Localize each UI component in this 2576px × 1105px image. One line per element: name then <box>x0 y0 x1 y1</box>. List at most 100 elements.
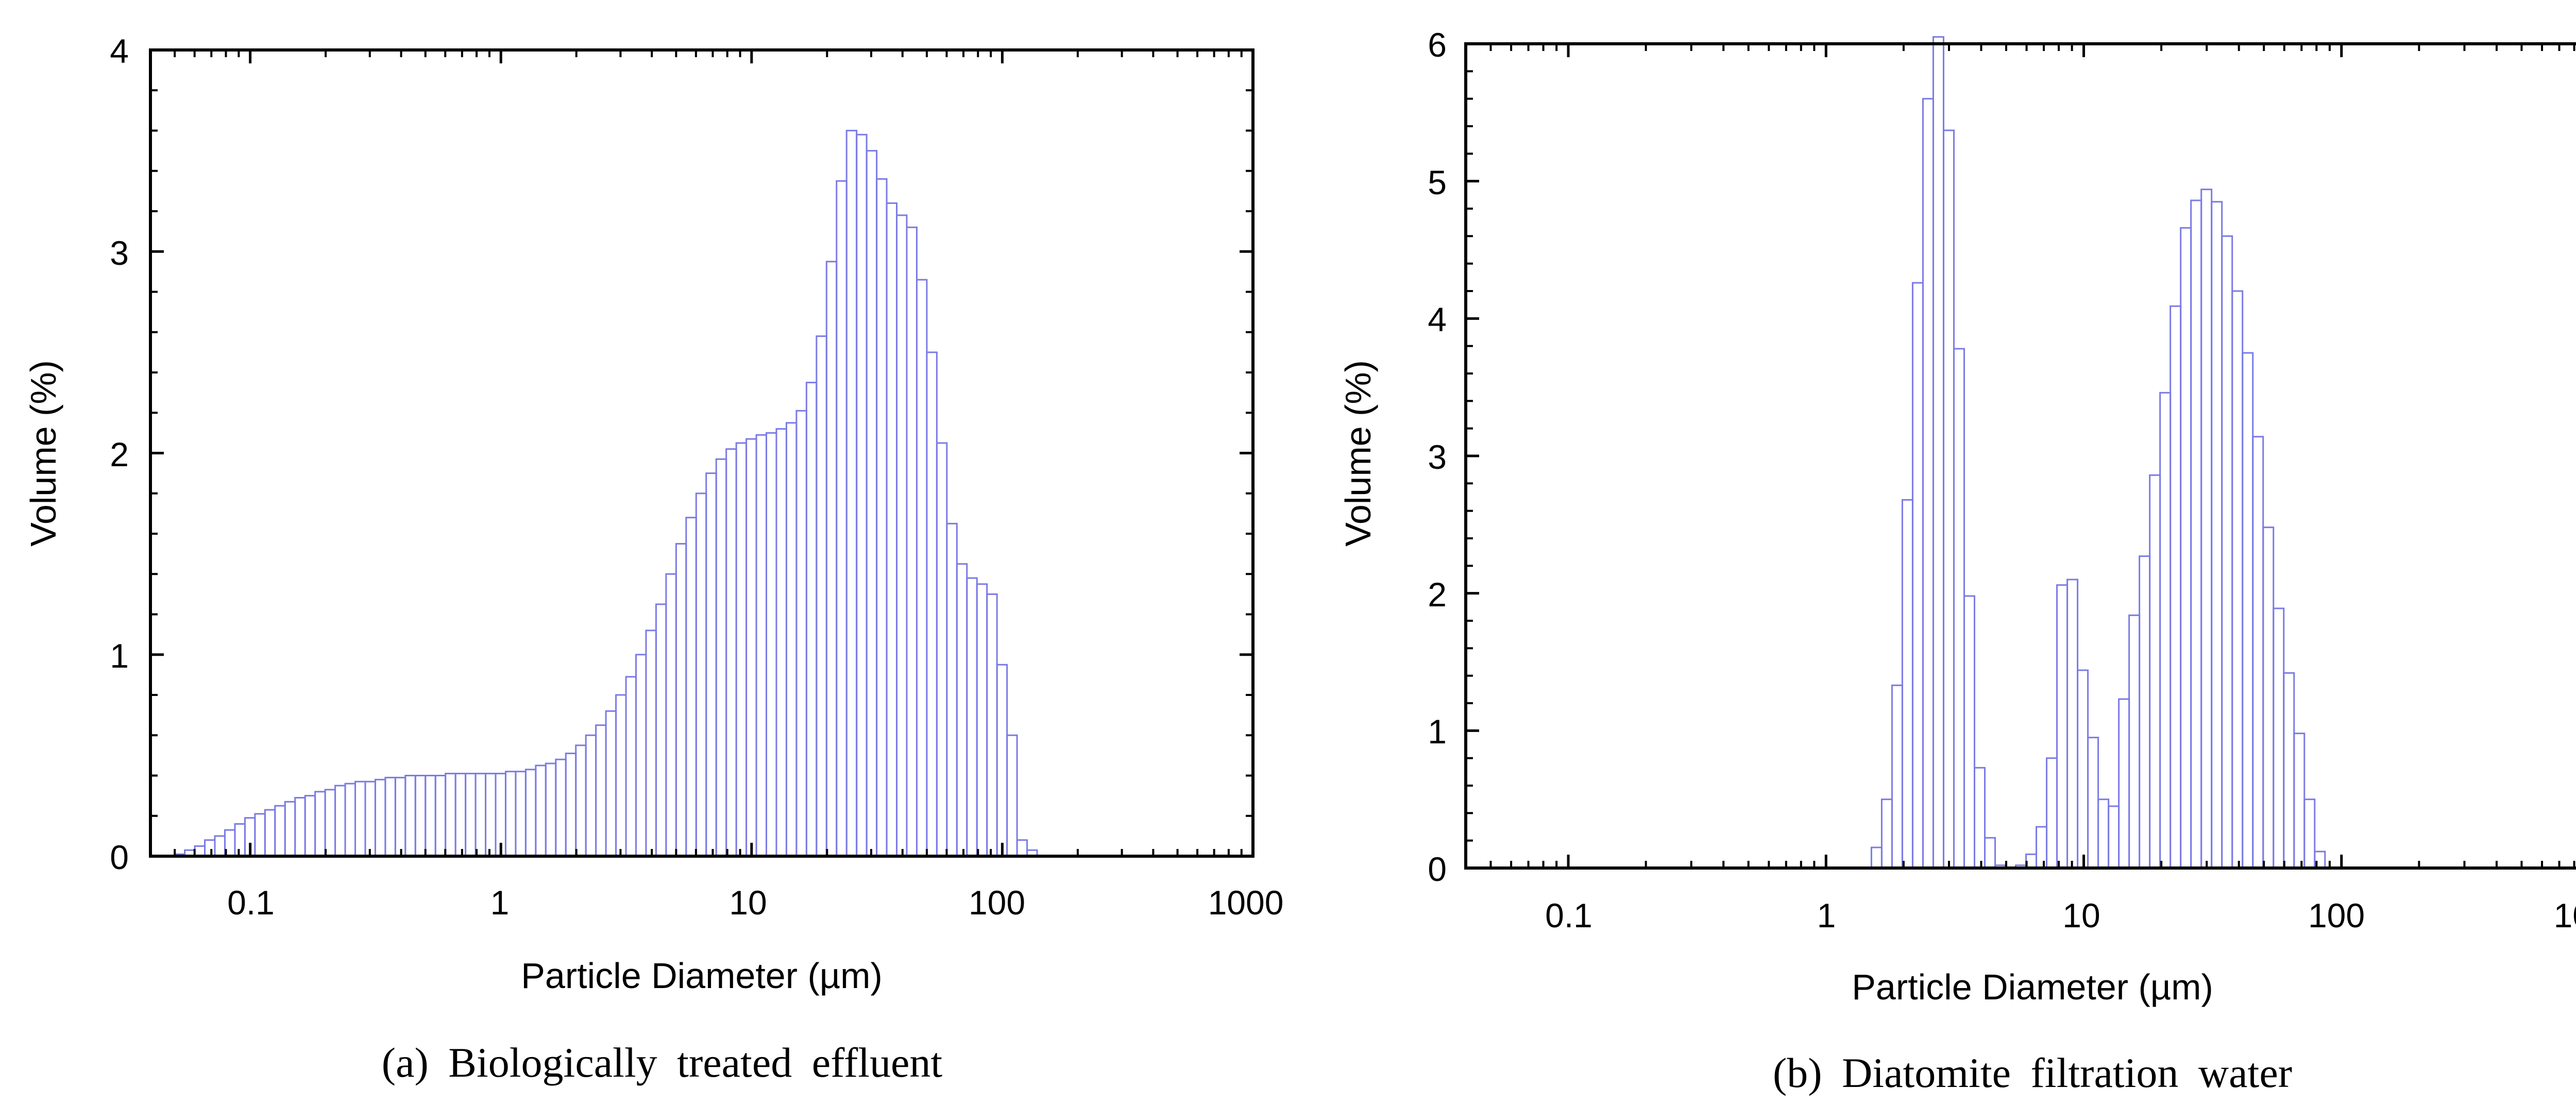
histogram-bar-b-30 <box>2180 227 2192 869</box>
histogram-bar-b-24 <box>2118 698 2130 869</box>
histogram-bar-b-11 <box>1984 837 1996 869</box>
histogram-bar-b-18 <box>2056 584 2069 869</box>
histogram-bars-b <box>1870 36 2326 869</box>
histogram-bar-a-35 <box>524 769 537 857</box>
histogram-bar-a-11 <box>284 801 296 857</box>
x-tick-label-a-100: 100 <box>969 883 1025 922</box>
histogram-bar-a-38 <box>555 758 567 857</box>
histogram-bar-b-29 <box>2170 305 2182 869</box>
y-tick-label-b-2: 2 <box>1428 575 1447 614</box>
histogram-bar-a-34 <box>515 771 527 857</box>
caption-b: (b) Diatomite filtration water <box>1773 1049 2292 1096</box>
histogram-bar-b-19 <box>2066 579 2079 869</box>
y-tick-label-a-1: 1 <box>110 637 129 675</box>
histogram-bar-a-42 <box>595 724 607 857</box>
x-axis-title-b: Particle Diameter (µm) <box>1852 967 2213 1007</box>
histogram-bar-a-49 <box>665 573 677 857</box>
histogram-bar-b-31 <box>2190 199 2202 869</box>
histogram-bar-a-43 <box>605 710 617 857</box>
histogram-bar-a-80 <box>976 583 988 857</box>
y-tick-label-b-6: 6 <box>1428 26 1447 64</box>
histogram-bar-a-62 <box>795 410 807 857</box>
histogram-bar-b-5 <box>1922 98 1934 869</box>
histogram-bar-a-54 <box>715 458 727 857</box>
histogram-bar-a-24 <box>414 775 427 857</box>
histogram-bar-a-44 <box>615 694 627 857</box>
chart-a: 0 1 2 3 4 0.1 1 10 100 1000 Particle Dia… <box>23 32 1283 1086</box>
x-tick-label-a-1: 1 <box>490 883 510 922</box>
histogram-bar-a-39 <box>565 752 577 857</box>
histogram-bar-a-60 <box>775 428 787 857</box>
histogram-bar-a-15 <box>324 789 336 857</box>
histogram-bar-b-16 <box>2036 826 2048 869</box>
histogram-bar-a-59 <box>766 432 777 857</box>
histogram-bar-a-47 <box>645 630 657 857</box>
y-tick-label-a-2: 2 <box>110 435 129 473</box>
histogram-bar-a-37 <box>545 762 557 857</box>
histogram-bar-b-42 <box>2303 798 2316 869</box>
histogram-bar-a-36 <box>535 764 547 857</box>
histogram-bar-a-77 <box>946 522 958 857</box>
x-tick-label-a-1000: 1000 <box>1208 883 1284 922</box>
y-tick-label-b-1: 1 <box>1428 712 1447 751</box>
histogram-bar-a-10 <box>274 805 286 857</box>
histogram-bar-b-2 <box>1891 684 1903 869</box>
histogram-bar-a-28 <box>454 773 467 857</box>
histogram-bar-a-29 <box>465 773 477 857</box>
histogram-bar-a-76 <box>936 442 948 857</box>
histogram-bar-a-58 <box>755 434 768 857</box>
plot-frame-b <box>1464 42 2576 870</box>
histogram-bar-b-3 <box>1901 499 1913 869</box>
x-axis-title-a: Particle Diameter (µm) <box>521 956 883 996</box>
histogram-bar-a-83 <box>1006 734 1018 857</box>
histogram-bar-a-13 <box>304 795 316 857</box>
histogram-bar-a-71 <box>886 202 898 857</box>
histogram-bar-a-50 <box>675 543 687 857</box>
histogram-bar-a-6 <box>234 823 246 857</box>
histogram-bar-b-9 <box>1963 595 1975 869</box>
histogram-bar-b-41 <box>2293 733 2306 869</box>
y-axis-title-a: Volume (%) <box>23 360 63 547</box>
histogram-bar-b-25 <box>2128 614 2141 869</box>
histogram-bar-a-40 <box>575 744 587 857</box>
histogram-bar-a-57 <box>745 438 757 857</box>
histogram-bar-b-1 <box>1880 798 1893 869</box>
histogram-bar-b-39 <box>2273 607 2285 869</box>
histogram-bar-a-41 <box>585 734 597 857</box>
histogram-bar-a-4 <box>214 835 226 857</box>
histogram-bar-a-52 <box>695 492 707 857</box>
plot-frame-a <box>149 48 1255 858</box>
histogram-bar-a-9 <box>264 809 276 857</box>
histogram-bar-b-7 <box>1942 129 1955 869</box>
histogram-bar-b-32 <box>2200 189 2213 869</box>
histogram-bar-b-21 <box>2087 737 2099 869</box>
histogram-bar-a-79 <box>966 577 978 857</box>
histogram-bar-b-37 <box>2252 436 2264 869</box>
y-tick-label-b-4: 4 <box>1428 300 1447 338</box>
histogram-bar-a-30 <box>474 773 487 857</box>
y-tick-label-b-5: 5 <box>1428 163 1447 201</box>
histogram-bar-a-74 <box>916 279 928 857</box>
histogram-bar-a-70 <box>876 178 888 857</box>
histogram-bar-a-8 <box>254 813 266 857</box>
histogram-bar-b-26 <box>2139 555 2151 869</box>
histogram-bar-a-65 <box>825 261 838 857</box>
histogram-bar-b-33 <box>2211 201 2223 869</box>
histogram-bar-a-72 <box>896 214 908 857</box>
histogram-bar-a-56 <box>735 442 748 857</box>
histogram-bar-a-21 <box>384 776 396 857</box>
y-tick-label-a-0: 0 <box>110 838 129 876</box>
x-tick-label-a-0.1: 0.1 <box>227 883 275 922</box>
histogram-bar-a-25 <box>425 775 436 857</box>
histogram-bar-a-68 <box>856 133 868 857</box>
histogram-bar-a-23 <box>404 775 416 857</box>
histogram-bar-a-26 <box>434 775 447 857</box>
histogram-bar-a-75 <box>926 351 938 857</box>
y-tick-label-b-0: 0 <box>1428 850 1447 888</box>
histogram-bar-a-14 <box>314 791 326 857</box>
histogram-bar-a-17 <box>344 783 356 857</box>
histogram-bar-b-20 <box>2077 669 2089 869</box>
x-tick-label-a-10: 10 <box>729 883 767 922</box>
histogram-bars-a <box>174 130 1038 857</box>
